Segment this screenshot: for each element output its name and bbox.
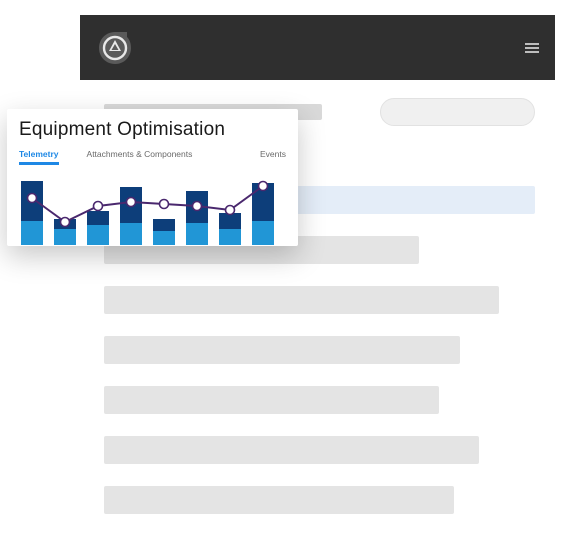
tab-attachments[interactable]: Attachments & Components: [87, 147, 193, 164]
list-row[interactable]: [104, 386, 439, 414]
card-tabs: Telemetry Attachments & Components Event…: [7, 147, 298, 164]
tab-telemetry[interactable]: Telemetry: [19, 147, 59, 164]
app-header: [80, 15, 555, 80]
card-title: Equipment Optimisation: [7, 119, 298, 147]
list-row[interactable]: [104, 286, 499, 314]
search-input[interactable]: [380, 98, 535, 126]
telemetry-chart: [7, 170, 298, 245]
list-row[interactable]: [104, 436, 479, 464]
equipment-optimisation-card: Equipment Optimisation Telemetry Attachm…: [7, 109, 298, 246]
brand-logo: [96, 29, 134, 67]
list-row[interactable]: [104, 486, 454, 514]
menu-icon[interactable]: [525, 43, 539, 53]
app-window: [80, 15, 555, 543]
tab-events[interactable]: Events: [260, 147, 286, 164]
list-row[interactable]: [104, 336, 460, 364]
